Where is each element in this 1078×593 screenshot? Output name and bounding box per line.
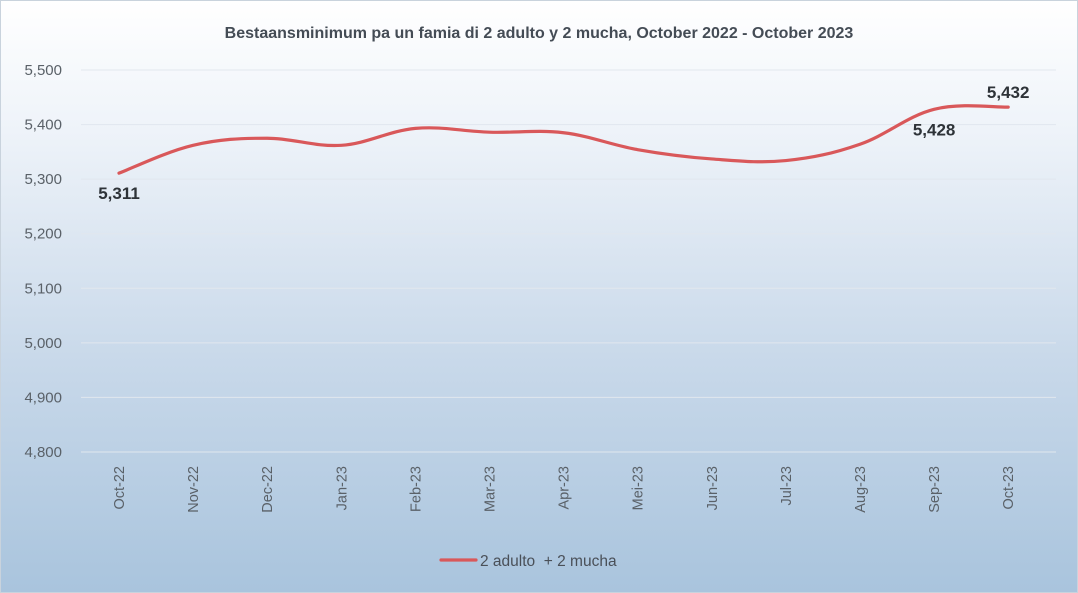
y-tick-label: 5,000 <box>24 335 62 352</box>
y-tick-label: 4,900 <box>24 389 62 406</box>
data-point <box>117 171 121 175</box>
data-point <box>339 143 343 147</box>
data-point <box>488 130 492 134</box>
data-point <box>191 143 195 147</box>
y-tick-label: 5,400 <box>24 117 62 134</box>
data-point <box>932 107 936 111</box>
x-tick-label: Mar-23 <box>483 466 499 512</box>
data-point <box>265 136 269 140</box>
x-axis-ticks: Oct-22 Nov-22 Dec-22 Jan-23 Feb-23 Mar-23 Apr-… <box>112 466 1017 513</box>
data-label: 5,311 <box>98 184 140 203</box>
y-tick-label: 5,200 <box>24 226 62 243</box>
x-tick-label: Aug-23 <box>853 466 869 513</box>
legend[interactable]: 2 adulto + 2 mucha <box>439 553 617 570</box>
data-point <box>858 142 862 146</box>
data-point <box>413 126 417 130</box>
data-point <box>784 159 788 163</box>
x-tick-label: Oct-22 <box>112 466 128 510</box>
x-tick-label: Nov-22 <box>186 466 202 513</box>
x-tick-label: Oct-23 <box>1001 466 1017 510</box>
data-point <box>710 157 714 161</box>
series-line <box>117 104 1010 175</box>
data-labels: 5,311 5,428 5,432 <box>98 83 1029 203</box>
data-point <box>1006 105 1010 109</box>
data-label: 5,428 <box>913 120 956 139</box>
legend-label: 2 adulto + 2 mucha <box>480 553 617 570</box>
y-tick-label: 4,800 <box>24 444 62 461</box>
x-tick-label: Apr-23 <box>557 466 573 510</box>
chart-title: Bestaansminimum pa un famia di 2 adulto … <box>225 25 854 42</box>
x-tick-label: Jun-23 <box>705 466 721 510</box>
data-point <box>636 148 640 152</box>
x-tick-label: Jul-23 <box>779 466 795 506</box>
y-tick-label: 5,300 <box>24 171 62 188</box>
y-axis-ticks: 4,800 4,900 5,000 5,100 5,200 5,300 5,400 5,500 <box>24 62 62 461</box>
x-tick-label: Dec-22 <box>260 466 276 513</box>
gridlines <box>81 69 1056 453</box>
x-tick-label: Mei-23 <box>631 466 647 510</box>
data-point <box>562 131 566 135</box>
y-tick-label: 5,500 <box>24 62 62 79</box>
x-tick-label: Sep-23 <box>927 466 943 513</box>
x-tick-label: Jan-23 <box>334 466 350 510</box>
data-label: 5,432 <box>987 83 1030 102</box>
series-layer <box>117 104 1010 175</box>
x-tick-label: Feb-23 <box>408 466 424 512</box>
y-tick-label: 5,100 <box>24 280 62 297</box>
